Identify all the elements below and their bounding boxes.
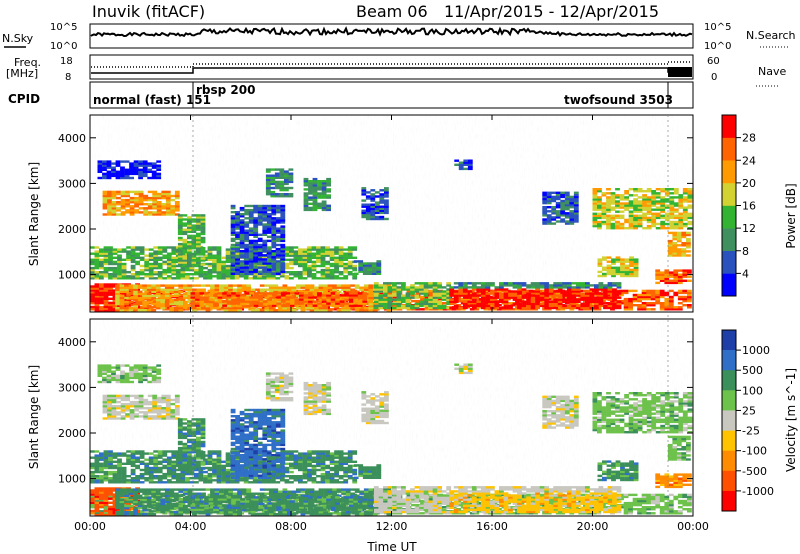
freq-label-1: Freq. [14, 56, 41, 69]
beam-label: Beam 06 [356, 2, 428, 21]
nave-trace [91, 61, 692, 68]
noise-panel: N.Sky 10^5 10^0 10^5 10^0 N.Search [2, 22, 796, 52]
power-colorbar-cells [722, 115, 736, 297]
colorbar-swatch [722, 137, 736, 161]
colorbar-swatch [722, 115, 736, 138]
nave-label: Nave [758, 65, 786, 78]
power-ylabel: Slant Range [km] [27, 162, 41, 266]
nave-dense-block [668, 67, 692, 77]
cpid-mode-rbsp: rbsp 200 [196, 83, 255, 97]
freq-tick-bottom: 8 [65, 72, 71, 83]
cpid-mode-normal: normal (fast) 151 [93, 93, 211, 107]
colorbar-tick-label: 12 [742, 222, 756, 235]
colorbar-swatch [722, 228, 736, 251]
colorbar-swatch [722, 273, 736, 297]
power-panel: 1000 2000 3000 4000 Slant Range [km] [27, 114, 694, 313]
cpid-panel: CPID normal (fast) 151 rbsp 200 twofsoun… [8, 81, 694, 109]
colorbar-tick-label: 16 [742, 200, 756, 213]
ytick-label: 1000 [58, 269, 86, 282]
colorbar-tick-label: 24 [742, 154, 756, 167]
freq-panel: Freq. [MHz] 18 8 60 0 Nave [6, 54, 786, 87]
power-colorbar-ticks: 4 8 12 16 20 24 28 [736, 132, 756, 280]
freq-tick-top: 18 [60, 56, 73, 67]
nsky-tick-bottom: 10^0 [50, 41, 77, 52]
colorbar-swatch [722, 182, 736, 206]
colorbar-tick-label: 4 [742, 267, 749, 280]
nsearch-tick-bottom: 10^0 [704, 41, 731, 52]
colorbar-tick-label: 28 [742, 132, 756, 145]
station-title: Inuvik (fitACF) [92, 2, 205, 21]
freq-label-2: [MHz] [6, 67, 38, 80]
nsearch-tick-top: 10^5 [704, 22, 731, 33]
nsearch-label: N.Search [746, 29, 796, 42]
nave-tick-bottom: 0 [711, 72, 717, 83]
nave-tick-top: 60 [707, 56, 720, 67]
ytick-label: 3000 [58, 177, 86, 190]
power-colorbar-label: Power [dB] [784, 183, 798, 248]
date-range: 11/Apr/2015 - 12/Apr/2015 [444, 2, 659, 21]
power-colorbar: 4 8 12 16 20 24 28 Power [dB] [721, 114, 798, 297]
freq-trace [91, 67, 692, 74]
colorbar-swatch [722, 160, 736, 184]
noise-trace [90, 26, 693, 38]
ytick-label: 4000 [58, 132, 86, 145]
colorbar-tick-label: 8 [742, 245, 749, 258]
cpid-label: CPID [8, 92, 40, 106]
colorbar-swatch [722, 205, 736, 229]
cpid-mode-twofsound: twofsound 3503 [564, 93, 673, 107]
colorbar-tick-label: 20 [742, 177, 756, 190]
nsky-tick-top: 10^5 [50, 22, 77, 33]
ytick-label: 2000 [58, 223, 86, 236]
colorbar-swatch [722, 250, 736, 274]
power-yaxis: 1000 2000 3000 4000 [58, 132, 693, 282]
nsky-label: N.Sky [2, 32, 34, 45]
